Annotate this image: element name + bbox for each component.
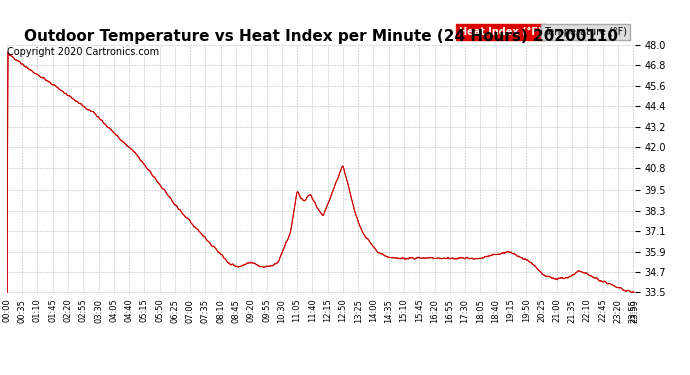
Title: Outdoor Temperature vs Heat Index per Minute (24 Hours) 20200110: Outdoor Temperature vs Heat Index per Mi…: [24, 29, 618, 44]
Text: Copyright 2020 Cartronics.com: Copyright 2020 Cartronics.com: [7, 47, 159, 57]
Text: Heat Index (°F): Heat Index (°F): [459, 27, 542, 37]
Text: Temperature (°F): Temperature (°F): [544, 27, 627, 37]
